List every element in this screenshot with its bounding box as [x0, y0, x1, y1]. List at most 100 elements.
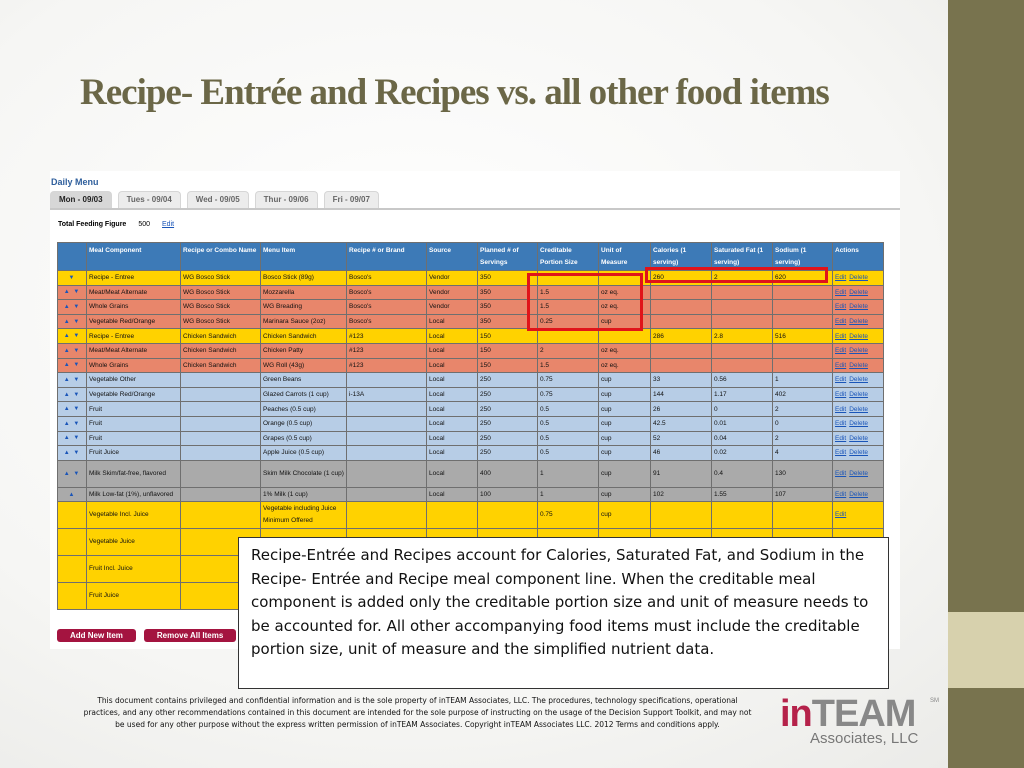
col-header-portion-size: Creditable Portion Size: [537, 242, 599, 271]
edit-link[interactable]: Edit: [835, 274, 847, 282]
edit-link[interactable]: Edit: [835, 405, 847, 413]
day-tabs: Mon - 09/03 Tues - 09/04 Wed - 09/05 Thu…: [50, 191, 379, 208]
reorder-arrows[interactable]: ▲ ▼: [57, 357, 87, 374]
delete-link[interactable]: Delete: [849, 405, 868, 413]
cell-recipe-brand: Bosco's: [346, 299, 427, 315]
edit-link[interactable]: Edit: [835, 391, 847, 399]
cell-portion-size: 2: [537, 342, 599, 359]
edit-link[interactable]: Edit: [835, 288, 847, 296]
cell-servings: 100: [477, 486, 538, 503]
edit-link[interactable]: Edit: [835, 511, 847, 519]
edit-link[interactable]: Edit: [835, 491, 847, 499]
delete-link[interactable]: Delete: [849, 434, 868, 442]
table-row: ▲ ▼ Fruit Orange (0.5 cup) Local 250 0.5 cup 42…: [57, 415, 884, 432]
cell-menu-item: Peaches (0.5 cup): [260, 401, 347, 417]
reorder-arrows[interactable]: ▲ ▼: [57, 328, 87, 344]
cell-recipe-brand: [346, 430, 427, 447]
cell-menu-item: Apple Juice (0.5 cup): [260, 445, 347, 461]
reorder-arrows[interactable]: ▲: [57, 486, 87, 503]
edit-link[interactable]: Edit: [835, 449, 847, 457]
cell-sodium: 2: [772, 430, 833, 447]
cell-source: Local: [426, 328, 478, 344]
logo-in: in: [780, 693, 813, 735]
edit-link[interactable]: Edit: [835, 332, 847, 340]
delete-link[interactable]: Delete: [849, 491, 868, 499]
reorder-arrows[interactable]: ▲ ▼: [57, 313, 87, 330]
total-feeding-figure: Total Feeding Figure 500 Edit: [58, 221, 174, 228]
tab-mon[interactable]: Mon - 09/03: [50, 191, 112, 208]
cell-unit: cup: [598, 430, 651, 447]
edit-link[interactable]: Edit: [835, 376, 847, 384]
delete-link[interactable]: Delete: [849, 469, 868, 477]
reorder-arrows[interactable]: ▲ ▼: [57, 401, 87, 417]
cell-recipe-name: [180, 430, 261, 447]
edit-link[interactable]: Edit: [835, 318, 847, 326]
add-new-item-button[interactable]: Add New Item: [57, 629, 136, 642]
delete-link[interactable]: Delete: [849, 332, 868, 340]
col-header-source: Source: [426, 242, 478, 271]
cell-saturated-fat: [711, 342, 773, 359]
edit-link[interactable]: Edit: [835, 434, 847, 442]
cell-recipe-brand: #123: [346, 357, 427, 374]
tab-wed[interactable]: Wed - 09/05: [186, 191, 249, 208]
cell-menu-item: WG Breading: [260, 299, 347, 315]
reorder-arrows[interactable]: ▼: [57, 270, 87, 286]
highlight-portion-unit: [527, 273, 643, 331]
delete-link[interactable]: Delete: [849, 303, 868, 311]
cell-recipe-brand: i-13A: [346, 386, 427, 403]
delete-link[interactable]: Delete: [849, 391, 868, 399]
edit-link[interactable]: Edit: [835, 347, 847, 355]
cell-servings: 150: [477, 357, 538, 374]
inteam-logo: inTEAM SM Associates, LLC: [780, 694, 940, 750]
reorder-arrows[interactable]: ▲ ▼: [57, 445, 87, 461]
cell-recipe-brand: [346, 445, 427, 461]
cell-portion-size: 0.75: [537, 386, 599, 403]
remove-all-items-button[interactable]: Remove All Items: [143, 629, 237, 642]
total-feeding-edit-link[interactable]: Edit: [162, 221, 175, 228]
tab-fri[interactable]: Fri - 09/07: [323, 191, 379, 208]
cell-menu-item: Glazed Carrots (1 cup): [260, 386, 347, 403]
cell-actions: Edit Delete: [832, 284, 884, 301]
delete-link[interactable]: Delete: [849, 274, 868, 282]
delete-link[interactable]: Delete: [849, 318, 868, 326]
cell-servings: 150: [477, 342, 538, 359]
cell-recipe-name: WG Bosco Stick: [180, 284, 261, 301]
cell-saturated-fat: 2.8: [711, 328, 773, 344]
cell-servings: 400: [477, 459, 538, 488]
cell-saturated-fat: [711, 299, 773, 315]
cell-portion-size: 1: [537, 459, 599, 488]
cell-servings: 250: [477, 430, 538, 447]
edit-link[interactable]: Edit: [835, 361, 847, 369]
cell-source: Local: [426, 459, 478, 488]
cell-menu-item: Green Beans: [260, 372, 347, 388]
delete-link[interactable]: Delete: [849, 288, 868, 296]
edit-link[interactable]: Edit: [835, 420, 847, 428]
cell-source: Local: [426, 313, 478, 330]
cell-calories: [650, 299, 712, 315]
cell-recipe-name: Chicken Sandwich: [180, 357, 261, 374]
delete-link[interactable]: Delete: [849, 347, 868, 355]
delete-link[interactable]: Delete: [849, 449, 868, 457]
reorder-arrows[interactable]: ▲ ▼: [57, 342, 87, 359]
col-header-servings: Planned # of Servings: [477, 242, 538, 271]
reorder-arrows[interactable]: ▲ ▼: [57, 430, 87, 447]
reorder-arrows[interactable]: ▲ ▼: [57, 299, 87, 315]
reorder-arrows[interactable]: ▲ ▼: [57, 372, 87, 388]
delete-link[interactable]: Delete: [849, 420, 868, 428]
cell-sodium: [772, 501, 833, 530]
cell-source: Local: [426, 372, 478, 388]
delete-link[interactable]: Delete: [849, 361, 868, 369]
table-header-row: Meal Component Recipe or Combo Name Menu…: [57, 242, 884, 271]
reorder-arrows[interactable]: ▲ ▼: [57, 284, 87, 301]
tab-thu[interactable]: Thur - 09/06: [254, 191, 318, 208]
reorder-arrows[interactable]: ▲ ▼: [57, 386, 87, 403]
edit-link[interactable]: Edit: [835, 303, 847, 311]
cell-menu-item: Skim Milk Chocolate (1 cup): [260, 459, 347, 488]
tab-tue[interactable]: Tues - 09/04: [117, 191, 181, 208]
reorder-arrows[interactable]: ▲ ▼: [57, 415, 87, 432]
cell-calories: 102: [650, 486, 712, 503]
reorder-arrows[interactable]: ▲ ▼: [57, 459, 87, 488]
cell-saturated-fat: [711, 313, 773, 330]
delete-link[interactable]: Delete: [849, 376, 868, 384]
edit-link[interactable]: Edit: [835, 469, 847, 477]
